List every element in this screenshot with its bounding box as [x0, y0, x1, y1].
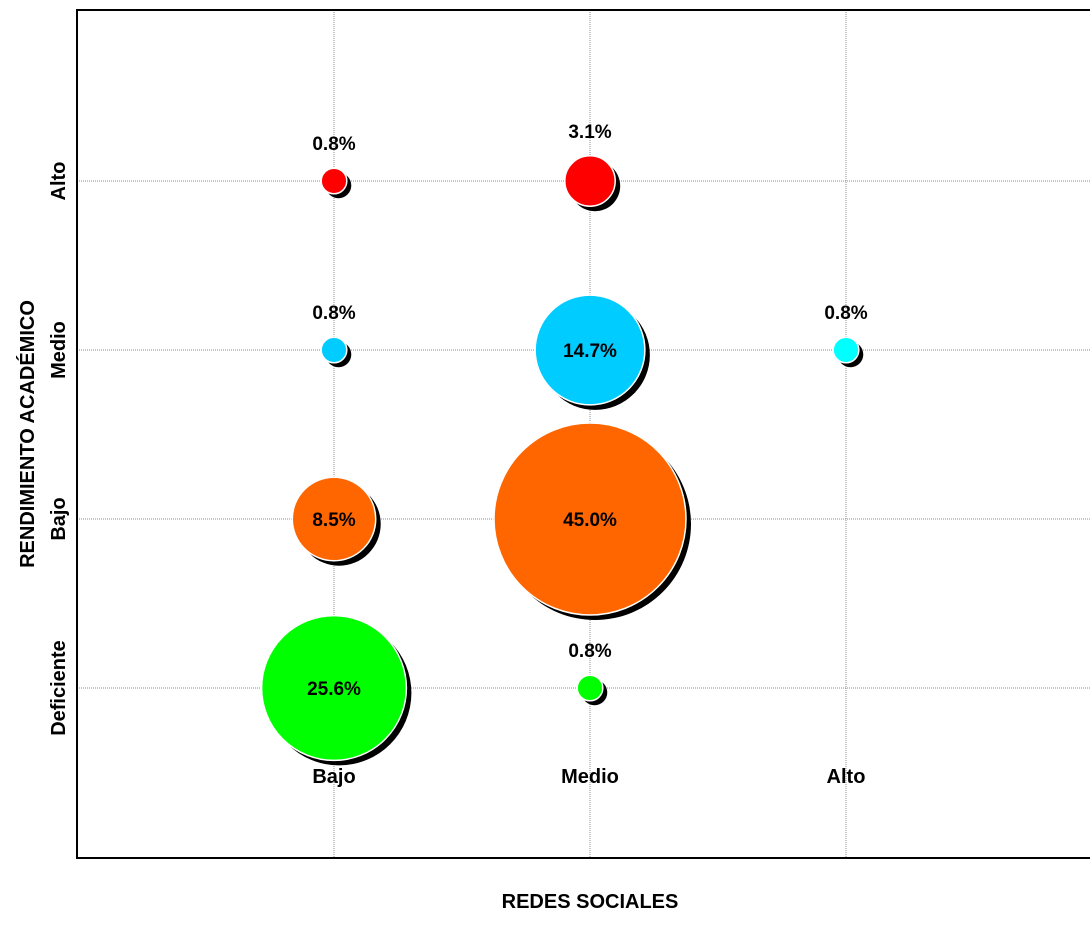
- bubble: [832, 336, 860, 364]
- y-axis-title: RENDIMIENTO ACADÉMICO: [16, 300, 39, 568]
- axis-ticks: Bajo Medio Alto Deficiente Bajo Medio Alto: [48, 162, 865, 788]
- bubble: [320, 167, 348, 195]
- data-label: 45.0%: [563, 510, 617, 531]
- bubbles: [260, 155, 864, 766]
- data-label: 25.6%: [307, 679, 361, 700]
- y-tick-label: Deficiente: [48, 640, 70, 736]
- bubble: [493, 422, 687, 616]
- data-label: 0.8%: [824, 303, 867, 324]
- bubble: [534, 294, 646, 406]
- data-labels: 0.8% 3.1% 0.8% 14.7% 0.8% 8.5% 45.0% 25.6% 0.8%: [307, 122, 868, 700]
- y-tick-label: Medio: [48, 321, 70, 379]
- x-axis-title: REDES SOCIALES: [502, 891, 679, 913]
- data-label: 14.7%: [563, 341, 617, 362]
- x-tick-label: Medio: [561, 766, 619, 788]
- data-label: 0.8%: [312, 134, 355, 155]
- data-label: 0.8%: [568, 641, 611, 662]
- data-label: 3.1%: [568, 122, 611, 143]
- bubble: [260, 614, 408, 762]
- data-label: 0.8%: [312, 303, 355, 324]
- bubble: [320, 336, 348, 364]
- bubble: [564, 155, 616, 207]
- bubble: [291, 476, 377, 562]
- y-tick-label: Alto: [48, 162, 70, 201]
- plot-area-frame: [76, 9, 1090, 859]
- data-label: 8.5%: [312, 510, 355, 531]
- y-tick-label: Bajo: [48, 497, 70, 540]
- x-tick-label: Bajo: [312, 766, 355, 788]
- x-tick-label: Alto: [827, 766, 866, 788]
- bubble: [576, 674, 604, 702]
